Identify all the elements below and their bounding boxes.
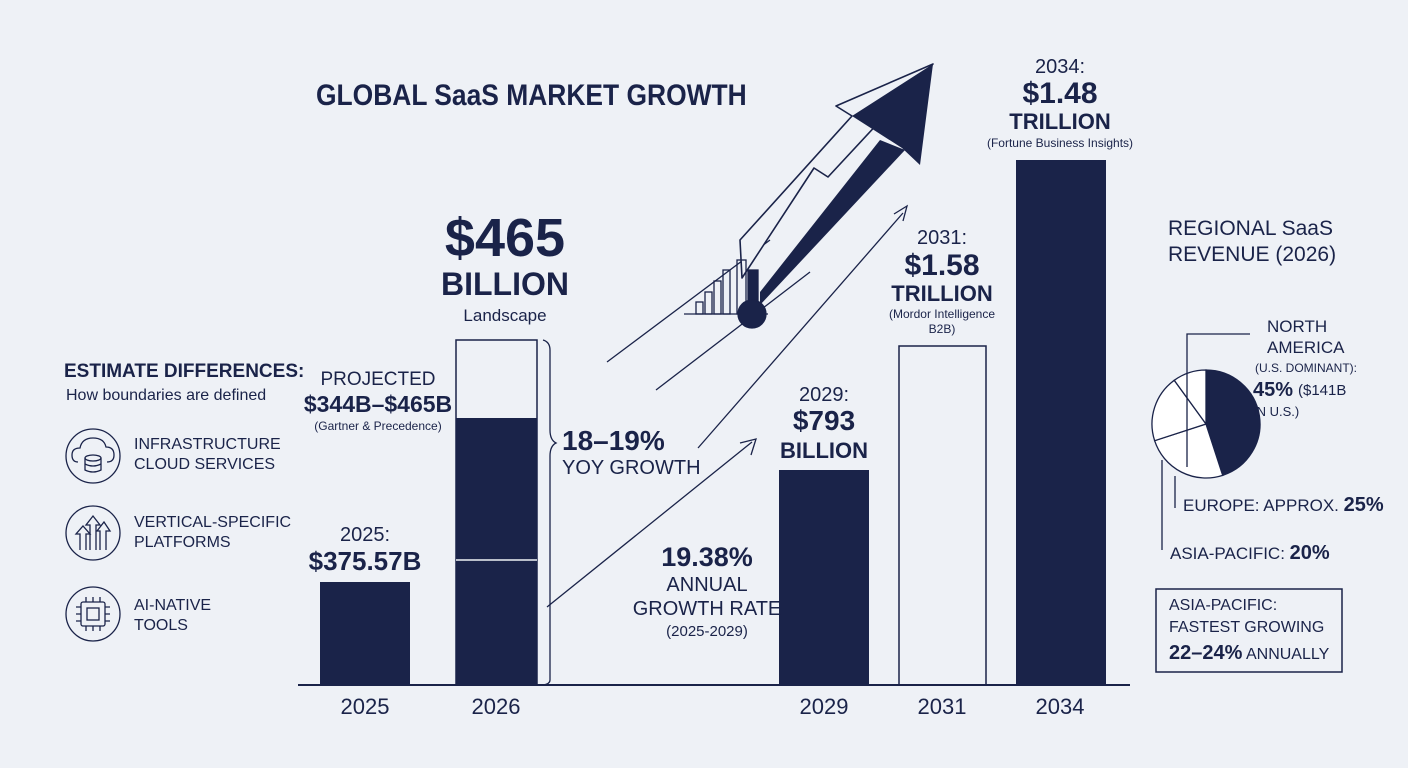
label-2026-unit: BILLION (441, 266, 569, 302)
label-2031-source-1: (Mordor Intelligence (888, 307, 996, 321)
projected-range: $344B–$465B (303, 391, 453, 417)
label-2034-value: $1.48 (1022, 77, 1098, 110)
pie-slice-north-america (1205, 369, 1261, 477)
label-2031-unit: TRILLION (891, 281, 993, 306)
estimate-subheading: How boundaries are defined (66, 387, 267, 404)
bar-2025 (320, 582, 410, 685)
bar-2029 (779, 470, 869, 685)
trend-line-3 (697, 212, 904, 449)
cagr-label-2: GROWTH RATE (632, 598, 782, 620)
label-2025-year: 2025: (339, 524, 391, 546)
label-2031-year: 2031: (916, 227, 968, 249)
pie-slice-other (1173, 369, 1207, 427)
label-2025-value: $375.57B (308, 546, 422, 576)
estimate-item-2-line2: PLATFORMS (134, 534, 231, 551)
yoy-percent: 18–19% (562, 425, 665, 456)
na-label-3: (U.S. DOMINANT): (1255, 361, 1357, 375)
x-tick-2025: 2025 (340, 694, 390, 719)
trend-arrow-head-3 (893, 204, 909, 222)
apac-percent: 20% (1289, 542, 1330, 564)
label-2034-source: (Fortune Business Insights) (986, 136, 1134, 150)
europe-label-text: EUROPE: APPROX. (1183, 496, 1339, 515)
estimate-item-3-line1: AI-NATIVE (134, 597, 212, 614)
na-label-2: AMERICA (1267, 338, 1345, 357)
label-2026-note: Landscape (463, 306, 547, 325)
apac-box-line3: 22–24% ANNUALLY (1169, 643, 1329, 664)
trend-line-2 (655, 271, 811, 391)
regional-heading-2: REVENUE (2026) (1168, 243, 1337, 266)
ai-chip-icon (65, 586, 121, 642)
projected-label: PROJECTED (320, 369, 436, 390)
na-label-1: NORTH (1267, 317, 1328, 336)
trend-arrow-head-4 (739, 438, 757, 456)
label-2029-unit: BILLION (780, 438, 868, 463)
estimate-item-2-line1: VERTICAL-SPECIFIC (134, 514, 292, 531)
growth-arrow-body-fill (760, 140, 905, 305)
estimate-item-3-line2: TOOLS (134, 617, 188, 634)
cagr-label-1: ANNUAL (666, 574, 748, 596)
regional-pie-chart (1151, 369, 1261, 479)
estimate-item-1-line1: INFRASTRUCTURE (134, 436, 281, 453)
growth-arrow-head-fill (852, 64, 933, 165)
label-2031-source-2: B2B) (928, 322, 956, 336)
cloud-database-icon (65, 428, 121, 484)
apac-box-line1: ASIA-PACIFIC: (1169, 597, 1278, 614)
apac-box-percent: 22–24% (1169, 642, 1243, 664)
label-2026-value: $465 (444, 208, 566, 268)
bar-2031 (898, 345, 987, 686)
label-2029-value: $793 (792, 405, 856, 436)
pie-slice-asia-pacific (1151, 379, 1208, 442)
apac-label-text: ASIA-PACIFIC: (1170, 544, 1285, 563)
leader-north-america (1186, 333, 1250, 467)
cagr-period: (2025-2029) (666, 623, 748, 640)
label-2031-value: $1.58 (904, 249, 980, 282)
bracket-2026 (542, 339, 558, 686)
europe-label: EUROPE: APPROX. 25% (1183, 495, 1384, 516)
europe-percent: 25% (1343, 494, 1384, 516)
bar-2034 (1016, 160, 1106, 685)
x-tick-2031: 2031 (917, 694, 967, 719)
label-2029-year: 2029: (798, 384, 850, 406)
apac-box-line2: FASTEST GROWING (1169, 619, 1325, 636)
na-label-5: IN U.S.) (1253, 404, 1300, 419)
trend-line-4 (546, 441, 753, 608)
apac-box-annually: ANNUALLY (1245, 646, 1330, 663)
regional-heading-1: REGIONAL SaaS (1168, 217, 1333, 240)
projected-source: (Gartner & Precedence) (314, 419, 442, 433)
chart-title: GLOBAL SaaS MARKET GROWTH (316, 79, 747, 112)
cagr-percent: 19.38% (661, 542, 753, 572)
x-tick-2026: 2026 (471, 694, 521, 719)
x-tick-2029: 2029 (799, 694, 849, 719)
apac-label: ASIA-PACIFIC: 20% (1170, 543, 1330, 564)
na-label-4: ($141B (1298, 382, 1347, 399)
bar-2026 (456, 418, 537, 685)
estimate-heading: ESTIMATE DIFFERENCES: (64, 361, 305, 382)
asia-pacific-box (1155, 588, 1343, 673)
label-2034-year: 2034: (1034, 56, 1086, 78)
estimate-item-1-line2: CLOUD SERVICES (134, 456, 276, 473)
na-percent: 45% (1253, 379, 1294, 401)
mini-bar-icon (684, 259, 768, 329)
pie-slice-europe (1153, 423, 1224, 479)
yoy-label: YOY GROWTH (562, 457, 701, 479)
x-tick-2034: 2034 (1035, 694, 1085, 719)
label-2034-unit: TRILLION (1009, 109, 1111, 134)
growth-arrows-icon (65, 505, 121, 561)
